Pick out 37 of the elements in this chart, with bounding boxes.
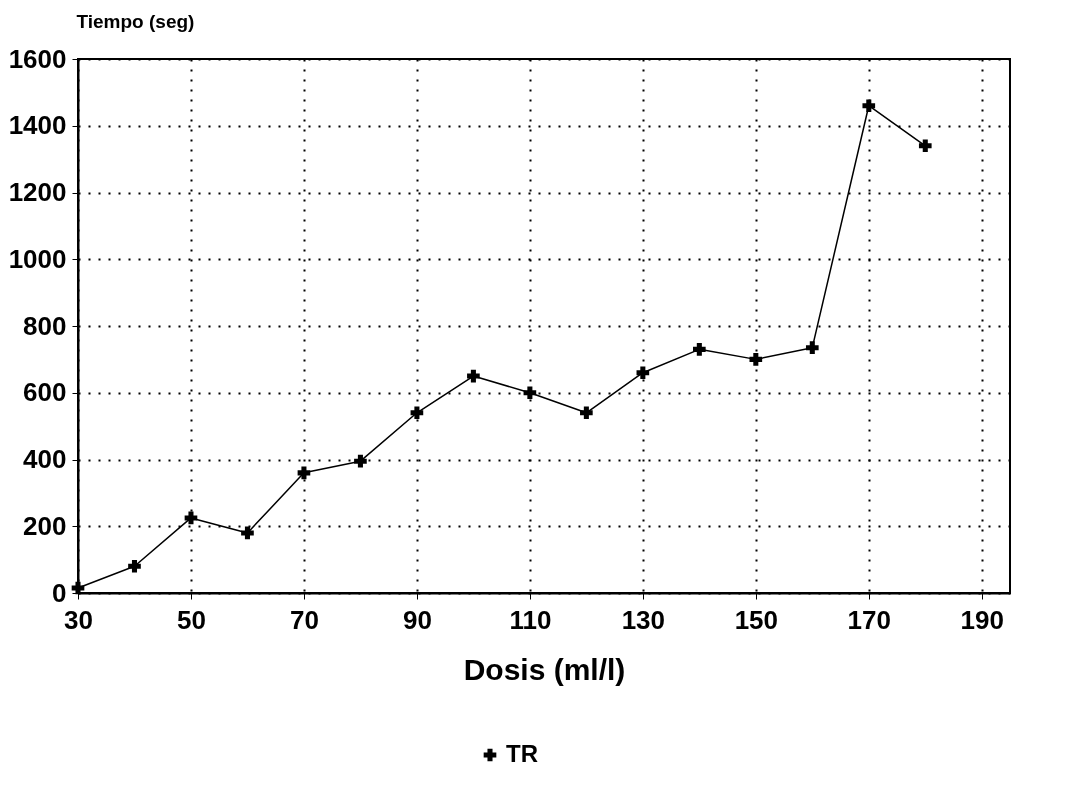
point bbox=[749, 353, 763, 366]
y-tick-label: 200 bbox=[23, 510, 67, 541]
y-tick-label: 1000 bbox=[8, 243, 67, 274]
point bbox=[184, 511, 198, 525]
point bbox=[693, 343, 706, 356]
point bbox=[805, 341, 819, 355]
y-axis-title: Tiempo (seg) bbox=[76, 10, 195, 32]
point bbox=[354, 454, 367, 468]
point bbox=[918, 139, 932, 153]
x-tick-label: 190 bbox=[960, 604, 1004, 635]
y-tick-label: 400 bbox=[23, 444, 67, 474]
point bbox=[297, 466, 311, 480]
point bbox=[71, 581, 85, 595]
y-tick-label: 1200 bbox=[8, 177, 67, 207]
point bbox=[862, 99, 876, 113]
y-tick-label: 0 bbox=[52, 577, 67, 608]
x-tick-label: 130 bbox=[621, 604, 666, 635]
point bbox=[241, 526, 254, 540]
point bbox=[523, 386, 537, 400]
x-axis-title: Dosis (ml/l) bbox=[463, 652, 626, 686]
x-tick-label: 30 bbox=[64, 604, 93, 635]
y-tick-label: 800 bbox=[23, 310, 67, 341]
x-tick-label: 170 bbox=[847, 604, 891, 635]
point bbox=[467, 369, 480, 383]
y-tick-label: 1600 bbox=[8, 43, 67, 74]
x-tick-label: 110 bbox=[509, 604, 552, 635]
legend-label: TR bbox=[506, 740, 538, 767]
point bbox=[410, 406, 424, 420]
y-tick-label: 600 bbox=[23, 377, 67, 408]
point bbox=[128, 559, 141, 573]
x-tick-label: 150 bbox=[734, 604, 779, 635]
point bbox=[636, 366, 650, 380]
x-tick-label: 50 bbox=[177, 604, 206, 635]
point bbox=[580, 406, 593, 420]
x-tick-label: 90 bbox=[402, 604, 432, 635]
x-tick-label: 70 bbox=[289, 604, 319, 635]
y-tick-label: 1400 bbox=[8, 110, 67, 141]
